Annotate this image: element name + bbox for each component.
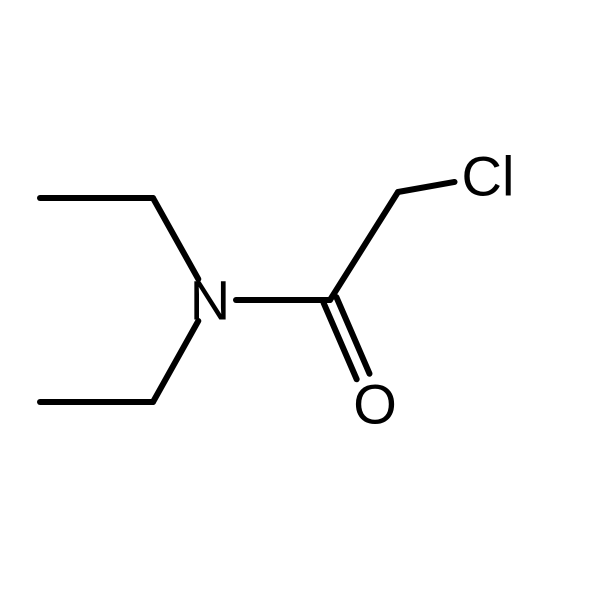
- molecule-diagram: N Cl O: [0, 0, 600, 600]
- atom-label-cl: Cl: [462, 145, 515, 208]
- atom-label-n: N: [190, 269, 230, 332]
- atom-label-o: O: [353, 373, 397, 436]
